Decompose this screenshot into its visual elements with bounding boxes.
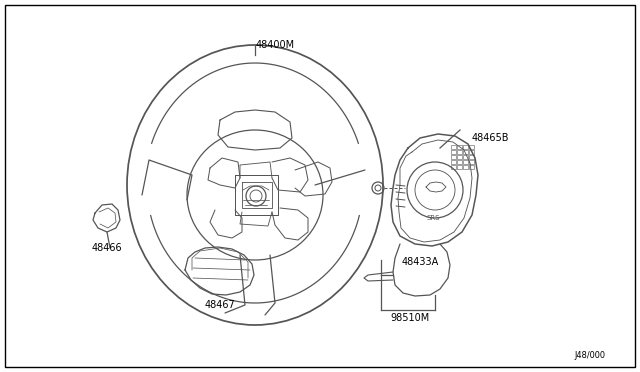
Bar	[463, 145, 467, 148]
Bar	[463, 150, 467, 154]
Bar	[457, 150, 461, 154]
Text: SRS: SRS	[426, 215, 440, 221]
Bar	[457, 165, 461, 169]
Bar	[457, 145, 461, 148]
Bar	[469, 165, 474, 169]
Bar	[463, 165, 467, 169]
Text: 48465B: 48465B	[471, 133, 509, 143]
Bar	[469, 160, 474, 164]
Text: 48467: 48467	[205, 300, 236, 310]
Text: J48/000: J48/000	[575, 352, 605, 360]
Text: 48433A: 48433A	[401, 257, 438, 267]
Bar	[457, 155, 461, 158]
Bar	[451, 155, 456, 158]
Bar	[451, 160, 456, 164]
Bar	[451, 145, 456, 148]
Text: 48466: 48466	[92, 243, 122, 253]
Bar	[463, 155, 467, 158]
Text: 98510M: 98510M	[390, 313, 429, 323]
Bar	[457, 160, 461, 164]
Bar	[451, 165, 456, 169]
Text: 48400M: 48400M	[255, 40, 294, 50]
Bar	[463, 160, 467, 164]
Bar	[469, 155, 474, 158]
Bar	[469, 145, 474, 148]
Bar	[469, 150, 474, 154]
Bar	[451, 150, 456, 154]
